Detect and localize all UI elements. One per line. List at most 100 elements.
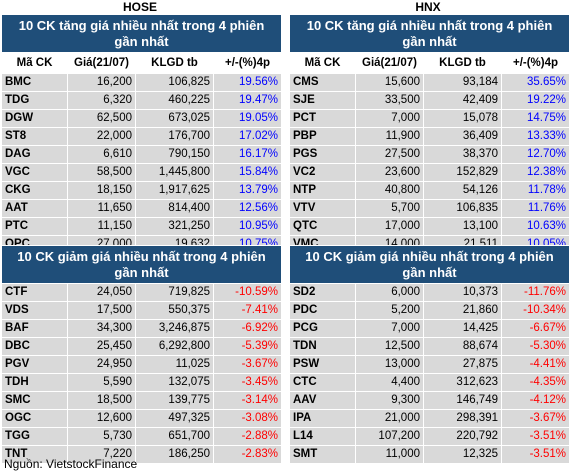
stock-code: TNT <box>1 445 68 464</box>
price: 7,220 <box>67 445 136 464</box>
price: 58,500 <box>67 163 136 182</box>
price: 17,000 <box>355 217 424 236</box>
table-row: PSW 13,000 27,875 -4.41% <box>289 355 570 374</box>
table-row: TGG 5,730 651,700 -2.88% <box>1 427 282 446</box>
price: 6,320 <box>67 91 136 110</box>
price: 6,000 <box>355 283 424 302</box>
change-percent: -3.51% <box>501 427 570 446</box>
table-row: SMT 11,000 12,325 -3.51% <box>289 445 570 464</box>
change-percent: 19.56% <box>212 73 283 92</box>
price: 12,500 <box>355 337 424 356</box>
table-row: CMS 15,600 93,184 35.65% <box>289 73 570 92</box>
change-percent: -7.41% <box>213 301 282 320</box>
table-row: DAG 6,610 790,150 16.17% <box>1 145 283 164</box>
avg-volume: 14,425 <box>423 319 502 338</box>
hnx-label: HNX <box>415 0 441 14</box>
avg-volume: 27,875 <box>423 355 502 374</box>
avg-volume: 12,325 <box>423 445 502 464</box>
price: 25,450 <box>67 337 136 356</box>
change-percent: -3.67% <box>213 355 282 374</box>
avg-volume: 139,775 <box>135 391 214 410</box>
avg-volume: 106,825 <box>135 73 214 92</box>
change-percent: 35.65% <box>500 73 570 92</box>
avg-volume: 651,700 <box>135 427 214 446</box>
avg-volume: 132,075 <box>135 373 214 392</box>
avg-volume: 460,225 <box>135 91 214 110</box>
avg-volume: 6,292,800 <box>135 337 214 356</box>
avg-volume: 814,400 <box>135 199 214 218</box>
stock-code: AAT <box>1 199 68 218</box>
price: 107,200 <box>355 427 424 446</box>
price: 13,000 <box>355 355 424 374</box>
price: 5,200 <box>355 301 424 320</box>
price: 17,500 <box>67 301 136 320</box>
change-percent: -10.34% <box>501 301 570 320</box>
price: 11,150 <box>67 217 136 236</box>
stock-code: TDN <box>289 337 356 356</box>
change-percent: -11.76% <box>501 283 570 302</box>
table-row: TDN 12,500 88,674 -5.30% <box>289 337 570 356</box>
stock-code: VC2 <box>289 163 356 182</box>
table-title: 10 CK giảm giá nhiều nhất trong 4 phiên … <box>289 245 570 284</box>
table-title: 10 CK tăng giá nhiều nhất trong 4 phiên … <box>0 14 283 53</box>
change-percent: -2.88% <box>213 427 282 446</box>
avg-volume: 54,126 <box>423 181 502 200</box>
table-row: TDH 5,590 132,075 -3.45% <box>1 373 282 392</box>
table-row: TDG 6,320 460,225 19.47% <box>1 91 283 110</box>
avg-volume: 15,078 <box>423 109 502 128</box>
price: 18,150 <box>67 181 136 200</box>
avg-volume: 497,325 <box>135 409 214 428</box>
stock-code: IPA <box>289 409 356 428</box>
table-title: 10 CK tăng giá nhiều nhất trong 4 phiên … <box>288 14 570 53</box>
price: 16,200 <box>67 73 136 92</box>
change-percent: -3.67% <box>501 409 570 428</box>
change-percent: -6.92% <box>213 319 282 338</box>
change-percent: -4.35% <box>501 373 570 392</box>
column-header: Giá(21/07) <box>355 52 424 74</box>
avg-volume: 719,825 <box>135 283 214 302</box>
stock-code: PGS <box>289 145 356 164</box>
avg-volume: 321,250 <box>135 217 214 236</box>
stock-code: DBC <box>1 337 68 356</box>
table-title-row: 10 CK giảm giá nhiều nhất trong 4 phiên … <box>289 245 570 284</box>
table-row: PGS 27,500 38,370 12.70% <box>289 145 570 164</box>
stock-code: PDC <box>289 301 356 320</box>
table-row: PBP 11,900 36,409 13.33% <box>289 127 570 146</box>
avg-volume: 13,100 <box>423 217 502 236</box>
avg-volume: 38,370 <box>423 145 502 164</box>
table-row: L14 107,200 220,792 -3.51% <box>289 427 570 446</box>
stock-code: ST8 <box>1 127 68 146</box>
avg-volume: 1,445,800 <box>135 163 214 182</box>
stock-code: OGC <box>1 409 68 428</box>
price: 5,700 <box>355 199 424 218</box>
stock-code: DGW <box>1 109 68 128</box>
table-row: TNT 7,220 186,250 -2.83% <box>1 445 282 464</box>
avg-volume: 106,835 <box>423 199 502 218</box>
avg-volume: 88,674 <box>423 337 502 356</box>
avg-volume: 298,391 <box>423 409 502 428</box>
stock-code: PCG <box>289 319 356 338</box>
change-percent: -3.08% <box>213 409 282 428</box>
change-percent: -10.59% <box>213 283 282 302</box>
avg-volume: 93,184 <box>423 73 502 92</box>
price: 21,000 <box>355 409 424 428</box>
price: 7,000 <box>355 319 424 338</box>
table-row: CTC 4,400 312,623 -4.35% <box>289 373 570 392</box>
stock-code: CKG <box>1 181 68 200</box>
table-row: DGW 62,500 673,025 19.05% <box>1 109 283 128</box>
table-row: AAT 11,650 814,400 12.56% <box>1 199 283 218</box>
price: 23,600 <box>355 163 424 182</box>
column-header: Mã CK <box>1 52 68 74</box>
change-percent: 15.84% <box>212 163 283 182</box>
change-percent: 13.33% <box>500 127 570 146</box>
stock-code: VDS <box>1 301 68 320</box>
hnx-gainers-table: 10 CK tăng giá nhiều nhất trong 4 phiên … <box>288 14 570 254</box>
avg-volume: 152,829 <box>423 163 502 182</box>
table-row: OGC 12,600 497,325 -3.08% <box>1 409 282 428</box>
table-row: SJE 33,500 42,409 19.22% <box>289 91 570 110</box>
change-percent: -6.67% <box>501 319 570 338</box>
table-title: 10 CK giảm giá nhiều nhất trong 4 phiên … <box>1 245 282 284</box>
avg-volume: 1,917,625 <box>135 181 214 200</box>
table-title-row: 10 CK tăng giá nhiều nhất trong 4 phiên … <box>288 14 570 53</box>
table-row: CKG 18,150 1,917,625 13.79% <box>1 181 283 200</box>
